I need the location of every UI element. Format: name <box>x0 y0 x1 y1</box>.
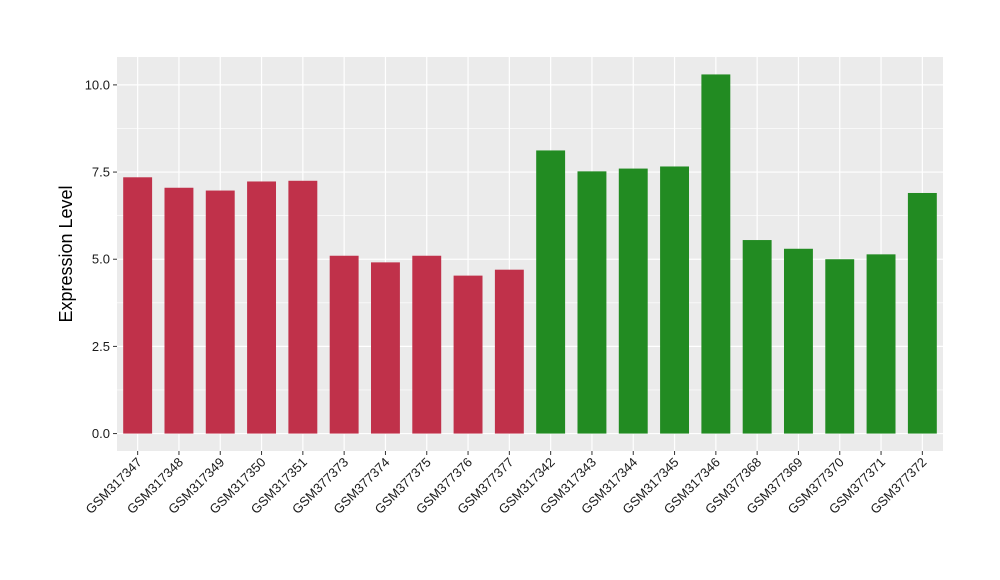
y-axis-title: Expression Level <box>56 185 76 322</box>
bar-GSM317348 <box>164 187 194 434</box>
bar-GSM377375 <box>412 255 442 434</box>
bar-GSM377371 <box>866 254 896 434</box>
bar-GSM317343 <box>577 171 607 434</box>
y-tick-label: 0.0 <box>92 426 110 441</box>
bar-GSM377368 <box>742 240 772 434</box>
plot-panel <box>117 57 943 451</box>
bar-GSM317344 <box>618 168 648 434</box>
bar-GSM377372 <box>907 192 937 434</box>
bar-GSM377376 <box>453 275 483 434</box>
bar-GSM377373 <box>329 255 359 434</box>
bars <box>123 74 937 434</box>
y-tick-label: 7.5 <box>92 165 110 180</box>
bar-GSM317346 <box>701 74 731 434</box>
bar-GSM317342 <box>536 150 566 434</box>
y-tick-label: 5.0 <box>92 252 110 267</box>
bar-GSM377370 <box>825 259 855 434</box>
bar-GSM317351 <box>288 180 318 434</box>
x-axis-ticks: GSM317347GSM317348GSM317349GSM317350GSM3… <box>83 451 929 517</box>
bar-GSM377377 <box>494 269 524 434</box>
y-tick-label: 2.5 <box>92 339 110 354</box>
y-axis-ticks: 0.0 2.5 5.0 7.5 10.0 <box>85 77 117 441</box>
bar-GSM317350 <box>247 181 277 434</box>
bar-GSM317345 <box>660 166 690 434</box>
bar-GSM317349 <box>205 190 235 434</box>
bar-GSM317347 <box>123 177 153 434</box>
bar-GSM377374 <box>370 262 400 434</box>
bar-GSM377369 <box>783 248 813 434</box>
y-tick-label: 10.0 <box>85 77 110 92</box>
